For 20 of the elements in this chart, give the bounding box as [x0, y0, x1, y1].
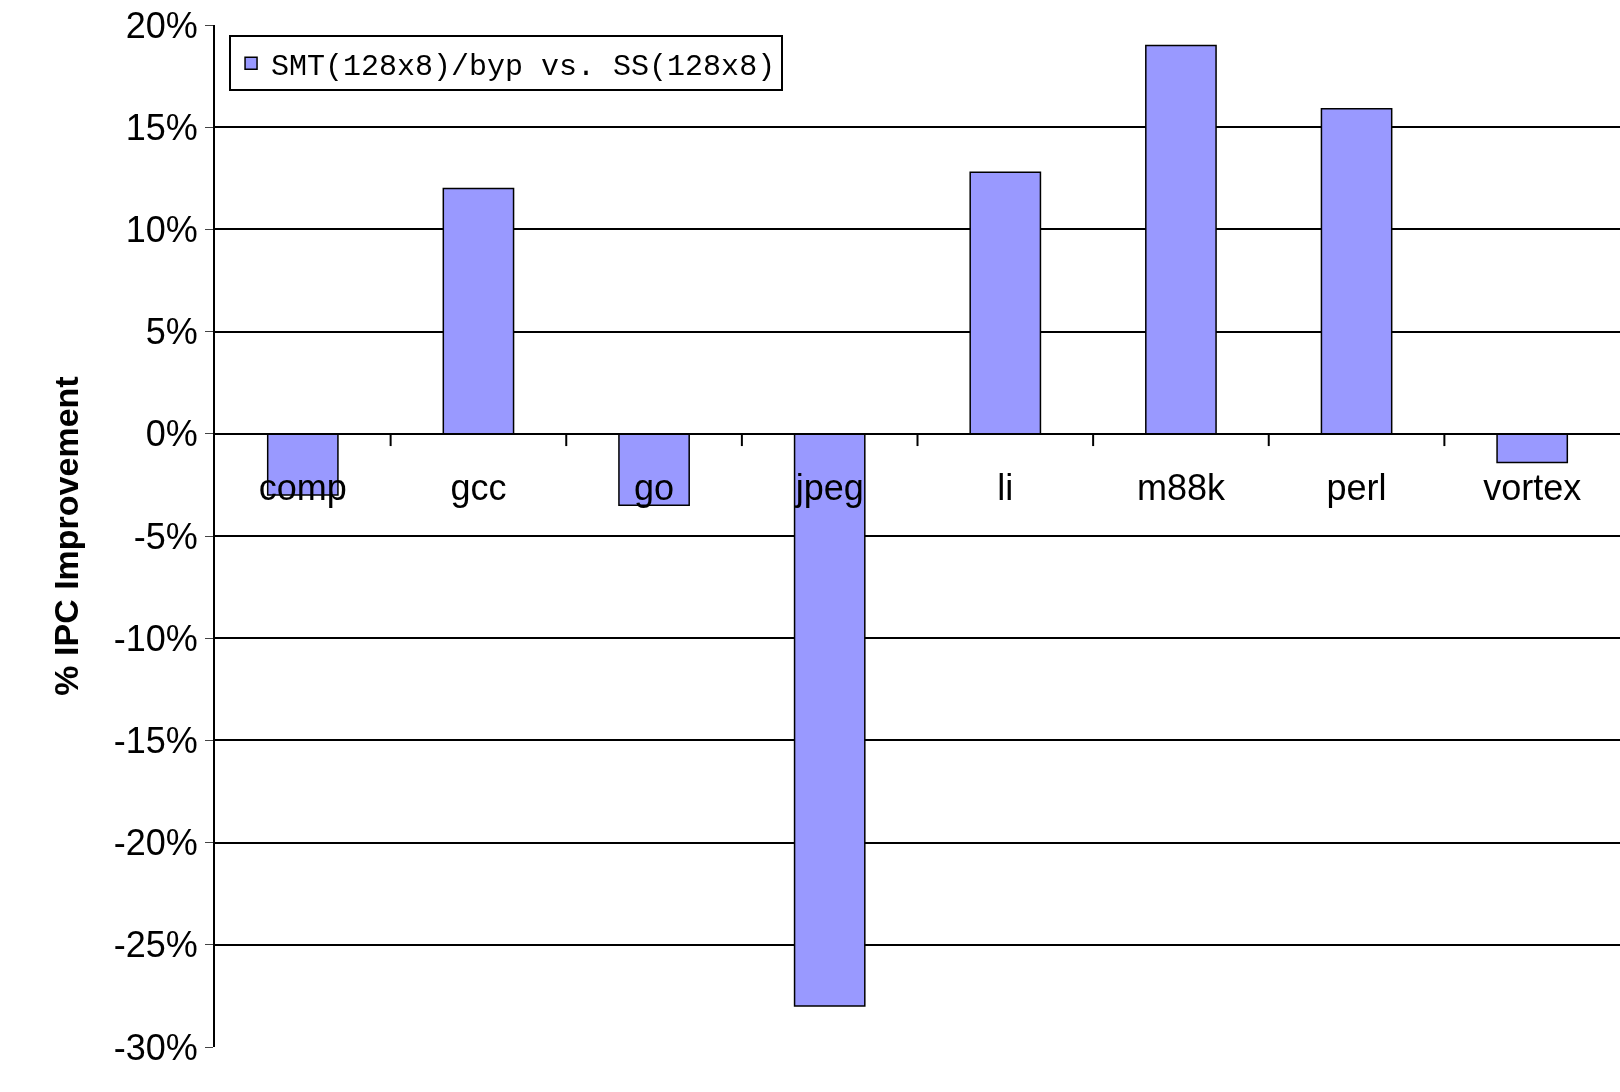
x-tick-label: li — [997, 467, 1014, 508]
x-tick-label: jpeg — [794, 467, 864, 508]
y-tick-label: 20% — [125, 4, 198, 46]
y-tick-label: -15% — [113, 720, 198, 761]
y-tick-label: 5% — [145, 311, 198, 353]
y-tick-label: -10% — [113, 617, 198, 659]
x-tick-label: m88k — [1136, 467, 1226, 508]
legend-label: SMT(128x8)/byp vs. SS(128x8) — [271, 49, 776, 84]
y-tick-label: -20% — [113, 822, 198, 864]
y-tick-label: 0% — [145, 413, 198, 455]
x-tick-label: go — [634, 467, 675, 508]
x-tick-label: gcc — [450, 467, 507, 508]
y-tick-label: -30% — [113, 1026, 198, 1068]
x-tick-label: vortex — [1483, 467, 1582, 508]
y-tick-label: -5% — [133, 515, 198, 557]
y-tick-label: 10% — [125, 209, 198, 250]
x-tick-label: perl — [1326, 467, 1387, 508]
y-axis-title: % IPC Improvement — [46, 376, 85, 696]
y-tick-label: 15% — [125, 106, 198, 148]
y-tick-label: -25% — [113, 924, 198, 966]
